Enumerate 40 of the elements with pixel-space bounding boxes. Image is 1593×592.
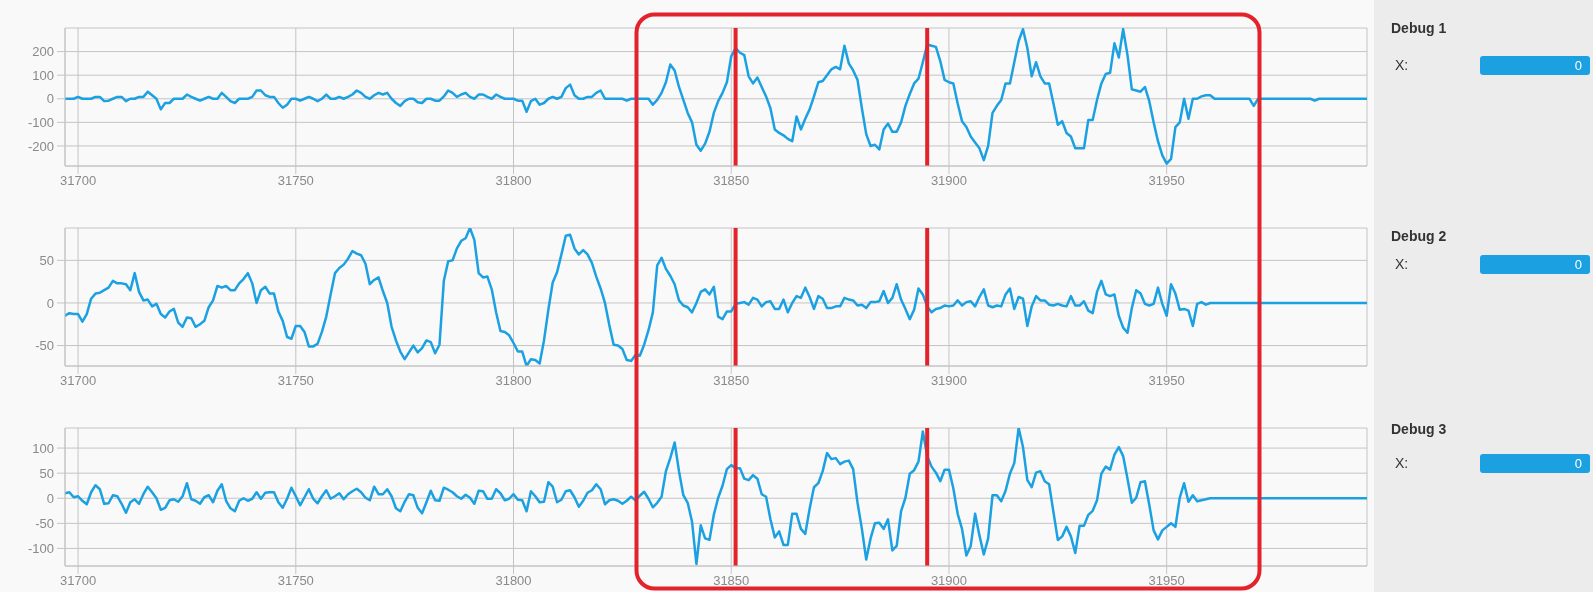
y-tick-label: -200 xyxy=(27,138,54,154)
x-tick-label: 31950 xyxy=(1148,373,1185,389)
y-tick-label: -50 xyxy=(35,515,54,531)
x-tick-label: 31900 xyxy=(930,573,968,589)
y-tick-label: -100 xyxy=(27,541,54,557)
x-tick-label: 31700 xyxy=(59,173,97,189)
y-tick-label: 0 xyxy=(46,91,54,107)
x-tick-label: 31950 xyxy=(1148,573,1185,589)
x-tick-label: 31800 xyxy=(495,373,532,389)
text: Debug 2 xyxy=(1391,228,1447,245)
x-tick-label: 31950 xyxy=(1148,173,1185,189)
x-tick-label: 31700 xyxy=(59,573,97,589)
text: X: xyxy=(1395,57,1409,74)
y-tick-label: -50 xyxy=(35,338,54,354)
x-tick-label: 31900 xyxy=(930,373,968,389)
text-field: 0 xyxy=(1480,454,1590,473)
y-tick-label: 100 xyxy=(32,440,54,456)
x-tick-label: 31700 xyxy=(59,373,97,389)
text-field: 0 xyxy=(1480,56,1590,75)
text: Debug 3 xyxy=(1391,421,1447,438)
y-tick-label: 100 xyxy=(32,67,54,83)
text: X: xyxy=(1395,256,1409,273)
x-tick-label: 31850 xyxy=(713,573,750,589)
x-tick-label: 31750 xyxy=(277,373,314,389)
text: X: xyxy=(1395,455,1409,472)
x-tick-label: 31850 xyxy=(713,373,750,389)
y-tick-label: 50 xyxy=(39,465,54,481)
x-tick-label: 31750 xyxy=(277,173,314,189)
x-tick-label: 31850 xyxy=(713,173,750,189)
text: Debug 1 xyxy=(1391,20,1447,37)
y-tick-label: 200 xyxy=(32,44,54,60)
y-tick-label: -100 xyxy=(27,114,54,130)
text-field: 0 xyxy=(1480,255,1590,274)
y-tick-label: 0 xyxy=(46,295,54,311)
y-tick-label: 0 xyxy=(46,490,54,506)
x-tick-label: 31750 xyxy=(277,573,314,589)
y-tick-label: 50 xyxy=(39,252,54,268)
x-tick-label: 31900 xyxy=(930,173,968,189)
x-tick-label: 31800 xyxy=(495,173,532,189)
x-tick-label: 31800 xyxy=(495,573,532,589)
